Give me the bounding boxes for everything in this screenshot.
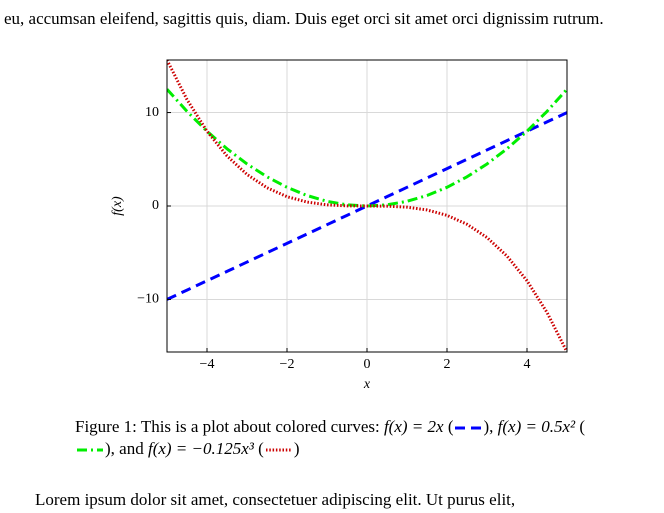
x-tick-label: 4 xyxy=(524,357,531,372)
legend-entry: f(x) = 0.5x² () xyxy=(75,417,585,458)
separator: , xyxy=(110,439,115,458)
x-tick-label: −4 xyxy=(200,357,215,372)
plot-lines xyxy=(167,60,567,352)
series-line xyxy=(167,88,567,208)
paren: ( xyxy=(579,417,586,436)
legend-label: f(x) = 2x xyxy=(383,417,444,436)
paren: ( xyxy=(447,417,454,436)
series-line xyxy=(167,111,567,301)
x-tick-label: 0 xyxy=(364,357,371,372)
legend-swatch xyxy=(455,426,482,430)
series-line xyxy=(167,60,567,352)
figure-caption: Figure 1: This is a plot about colored c… xyxy=(75,416,595,460)
y-tick-label: 0 xyxy=(152,198,159,213)
paren: ) xyxy=(293,439,300,458)
x-axis-label: x xyxy=(363,377,371,392)
legend-entry: f(x) = 2x () xyxy=(384,417,489,436)
legend-swatch xyxy=(265,448,292,452)
chart: x f(x) −4 −2 0 2 4 −10 0 10 xyxy=(110,59,568,392)
paren: ) xyxy=(483,417,490,436)
conjunction: and xyxy=(119,439,144,458)
legend-label: f(x) = 0.5x² xyxy=(497,417,576,436)
caption-label: Figure 1: xyxy=(75,417,137,436)
caption-text: This is a plot about colored curves: xyxy=(140,417,380,436)
paragraph: eu, accumsan eleifend, sagittis quis, di… xyxy=(4,9,604,28)
y-axis-label: f(x) xyxy=(110,196,125,216)
legend-label: f(x) = −0.125x³ xyxy=(147,439,254,458)
paragraph: Lorem ipsum dolor sit amet, consectetuer… xyxy=(35,490,516,509)
separator: , xyxy=(489,417,494,436)
legend-swatch xyxy=(77,448,103,452)
y-tick-label: 10 xyxy=(145,105,159,120)
y-tick-label: −10 xyxy=(137,292,159,307)
x-tick-label: −2 xyxy=(280,357,295,372)
paren: ( xyxy=(258,439,264,458)
paren: ) xyxy=(105,439,111,458)
legend-entry: f(x) = −0.125x³ () xyxy=(148,439,300,458)
x-tick-label: 2 xyxy=(444,357,451,372)
